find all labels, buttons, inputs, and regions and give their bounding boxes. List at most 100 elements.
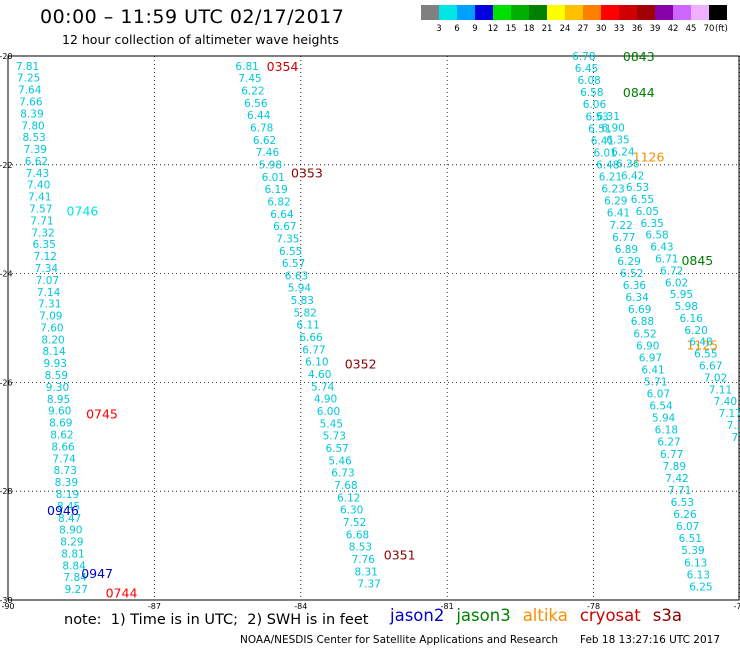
swh-value: 7.80 (21, 120, 44, 132)
swh-value: 6.82 (267, 196, 290, 208)
swh-value: 6.24 (611, 147, 635, 159)
swh-value: 6.63 (285, 270, 308, 282)
swh-value: 7.84 (64, 572, 88, 584)
swh-value: 6.11 (296, 320, 319, 332)
scale-tick-label: 6 (454, 24, 460, 34)
swh-value: 7.32 (31, 227, 54, 239)
plot-axes: -90 -87 -84 -81 -78 -75 -20 -22 -24 -26 -28 -30 (0, 52, 740, 611)
swh-value: 5.45 (320, 418, 343, 430)
pass-time-label: 0947 (81, 566, 113, 581)
swh-value: 6.48 (596, 159, 619, 171)
swh-value: 6.41 (641, 364, 664, 376)
swh-value: 7.02 (704, 372, 727, 384)
swh-value: 7.81 (16, 61, 39, 73)
swh-value: 6.00 (317, 406, 340, 418)
swh-value: 7.34 (35, 263, 59, 275)
y-tick-label: -26 (0, 378, 13, 387)
satellite-legend-jason3: jason3 (456, 606, 511, 625)
scale-tick-label: 9 (472, 24, 478, 34)
swh-value: 6.31 (597, 111, 620, 123)
swh-value: 8.20 (41, 334, 64, 346)
swh-value: 6.54 (649, 401, 673, 413)
swh-value: 7.89 (663, 461, 686, 473)
swh-value: 9.60 (48, 406, 71, 418)
x-tick-label: -87 (148, 602, 161, 611)
satellite-legend-s3a: s3a (652, 606, 682, 625)
swh-value: 6.12 (337, 492, 360, 504)
scale-tick-label: 39 (649, 24, 661, 34)
x-tick-label: -81 (441, 602, 454, 611)
swh-value: 6.66 (299, 332, 323, 344)
swh-value: 6.56 (244, 98, 268, 110)
swh-value: 6.45 (575, 63, 598, 75)
pass-time-label: 0845 (681, 253, 713, 268)
swh-value: 8.31 (355, 566, 378, 578)
swh-value: 6.51 (588, 123, 611, 135)
swh-value: 6.90 (636, 340, 659, 352)
swh-value: 8.66 (51, 441, 75, 453)
swh-value: 5.71 (644, 376, 667, 388)
swh-value: 6.34 (625, 292, 649, 304)
swh-value: 6.36 (623, 280, 647, 292)
swh-value: 8.45 (57, 501, 80, 513)
scale-swatch (691, 5, 709, 20)
swh-value: 6.20 (684, 325, 707, 337)
swh-value: 7.40 (714, 396, 737, 408)
scale-swatch (619, 5, 637, 20)
swh-value: 6.36 (616, 158, 640, 170)
scale-swatch (475, 5, 493, 20)
swh-value: 8.84 (62, 560, 86, 572)
swh-value: 6.90 (601, 123, 624, 135)
swh-value: 5.94 (288, 283, 312, 295)
swh-value: 6.97 (639, 352, 662, 364)
scale-swatch (529, 5, 547, 20)
swh-value: 6.07 (676, 521, 699, 533)
swh-value: 6.52 (620, 268, 643, 280)
scale-swatch (439, 5, 457, 20)
scale-swatch (655, 5, 673, 20)
swh-value: 6.57 (325, 443, 348, 455)
satellite-legend-altika: altika (522, 606, 568, 625)
swh-value: 6.78 (572, 51, 595, 63)
pass-time-label: 0746 (67, 203, 99, 218)
pass-time-label: 0354 (267, 59, 299, 74)
swh-value: 6.13 (687, 569, 710, 581)
swh-value: 7.46 (256, 147, 280, 159)
scale-swatch (457, 5, 475, 20)
swh-value: 6.05 (636, 206, 659, 218)
scale-swatch (601, 5, 619, 20)
swh-value: 5.82 (294, 307, 317, 319)
swh-value: 8.39 (55, 477, 78, 489)
swh-value: 6.72 (660, 265, 683, 277)
scale-tick-label: 24 (559, 24, 571, 34)
swh-value: 7.40 (27, 180, 50, 192)
pass-time-label: 0353 (291, 165, 323, 180)
swh-value: 6.53 (626, 182, 649, 194)
satellite-legend: jason2 jason3 altika cryosat s3a (390, 606, 694, 625)
chart-subtitle: 12 hour collection of altimeter wave hei… (62, 32, 339, 47)
scale-tick-label: 33 (613, 24, 625, 34)
swh-value: 6.29 (617, 256, 640, 268)
swh-value: 6.08 (577, 75, 600, 87)
swh-value: 5.94 (652, 413, 676, 425)
swh-value: 6.27 (657, 437, 680, 449)
swh-value: 5.73 (323, 431, 346, 443)
swh-value: 6.67 (273, 221, 296, 233)
swh-value: 6.77 (660, 449, 683, 461)
swh-value: 7.17 (719, 408, 740, 420)
swh-value: 6.55 (694, 349, 717, 361)
swh-value: 7.11 (709, 384, 732, 396)
swh-value: 7.57 (29, 204, 52, 216)
swh-value: 6.41 (591, 135, 614, 147)
swh-value: 7.37 (357, 579, 380, 591)
pass-time-label: 1125 (686, 337, 718, 352)
swh-value: 8.62 (50, 430, 73, 442)
swh-value: 6.52 (633, 328, 656, 340)
swh-value: 6.21 (599, 172, 622, 184)
scale-tick-label: 3 (436, 24, 442, 34)
swh-value: 7.45 (238, 73, 261, 85)
scale-swatch (583, 5, 601, 20)
x-tick-label: -75 (733, 602, 740, 611)
swh-value: 6.42 (621, 170, 644, 182)
y-tick-label: -24 (0, 270, 13, 279)
